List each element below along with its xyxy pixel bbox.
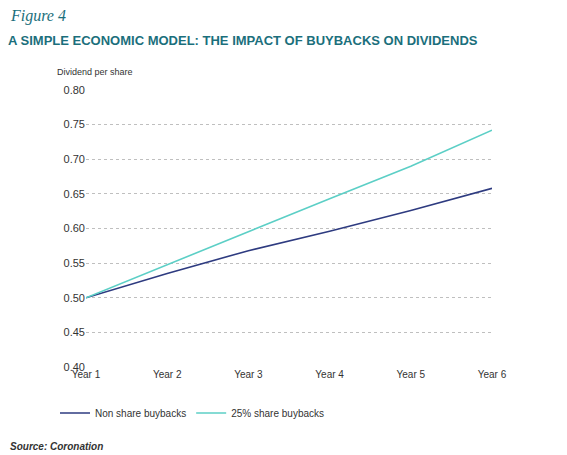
svg-text:0.45: 0.45 [64,326,85,338]
svg-text:0.80: 0.80 [64,84,85,96]
svg-text:Year 2: Year 2 [153,369,182,380]
svg-text:Year 4: Year 4 [315,369,344,380]
svg-text:Year 1: Year 1 [72,369,101,380]
svg-text:Year 3: Year 3 [234,369,263,380]
svg-text:0.75: 0.75 [64,118,85,130]
svg-text:Year 5: Year 5 [397,369,426,380]
svg-text:25% share buybacks: 25% share buybacks [231,408,324,419]
svg-text:0.40: 0.40 [64,361,85,373]
svg-text:Year 6: Year 6 [478,369,507,380]
svg-text:Figure 4: Figure 4 [10,7,66,25]
svg-text:Dividend per share: Dividend per share [57,67,133,77]
svg-text:0.50: 0.50 [64,292,85,304]
svg-text:0.70: 0.70 [64,153,85,165]
svg-text:A SIMPLE ECONOMIC MODEL: THE I: A SIMPLE ECONOMIC MODEL: THE IMPACT OF B… [8,33,478,48]
svg-text:0.55: 0.55 [64,257,85,269]
svg-text:Source: Coronation: Source: Coronation [10,441,103,452]
svg-text:0.60: 0.60 [64,222,85,234]
svg-text:Non share buybacks: Non share buybacks [95,408,186,419]
svg-text:0.65: 0.65 [64,188,85,200]
